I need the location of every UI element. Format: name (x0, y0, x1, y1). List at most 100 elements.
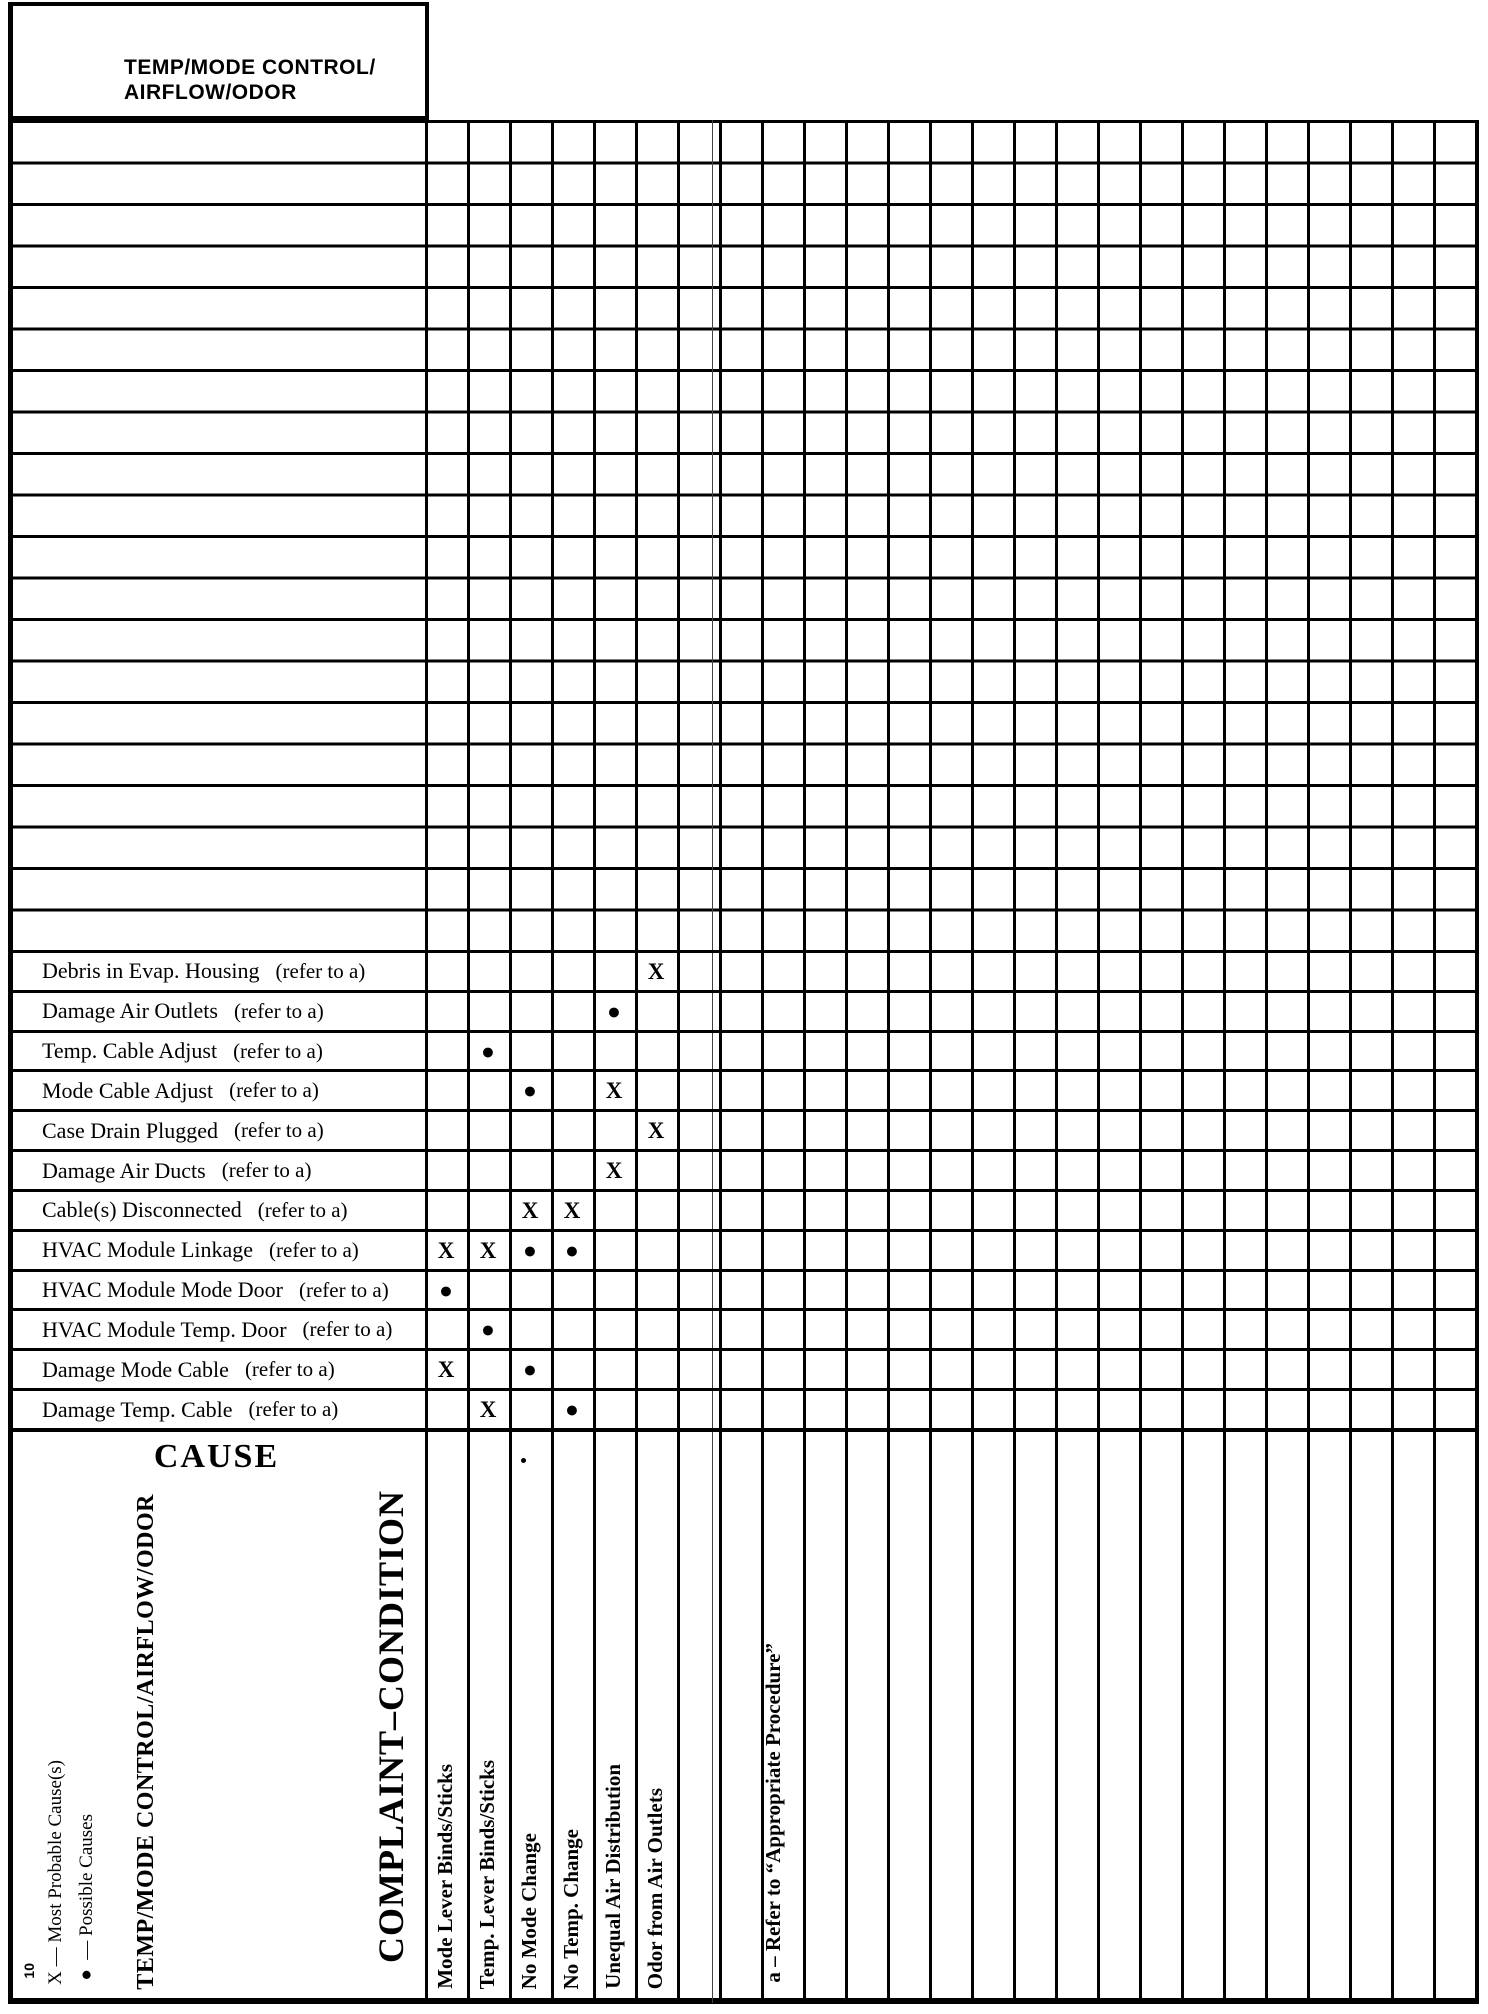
legend-possible: ● — Possible Causes (76, 1813, 97, 1985)
legend-most-probable: X — Most Probable Cause(s) (45, 1760, 66, 1985)
mark-cell (467, 953, 509, 990)
mark-cell (425, 1152, 467, 1189)
mark-cell (551, 993, 593, 1030)
mark-cell (593, 1192, 635, 1229)
mark-cell (467, 1152, 509, 1189)
mark-cell: ● (565, 1237, 579, 1263)
cause-label: HVAC Module Linkage (refer to a) (8, 1232, 425, 1269)
cause-heading: CAUSE (153, 1438, 280, 1475)
cause-name: Mode Cable Adjust (42, 1077, 214, 1103)
table-row: Case Drain Plugged (refer to a) X (8, 1109, 1475, 1149)
complaint-condition-heading: COMPLAINT–CONDITION (371, 1489, 411, 1963)
complaint-column-no-temp-change: No Temp. Change (559, 1828, 583, 1989)
mark-cell (677, 1351, 719, 1388)
mark-cell (593, 1232, 635, 1269)
mark-cell (635, 1232, 677, 1269)
cause-label: Cable(s) Disconnected (refer to a) (8, 1192, 425, 1229)
mark-cell (635, 1311, 677, 1348)
mark-cell (425, 953, 467, 990)
mark-cell: X (605, 1078, 623, 1104)
mark-cell (677, 1391, 719, 1428)
mark-cell: ● (523, 1357, 537, 1383)
mark-cell (509, 1033, 551, 1070)
mark-cell (635, 993, 677, 1030)
refer-note: (refer to a) (221, 1158, 312, 1183)
mark-cell (467, 993, 509, 1030)
mark-cell (593, 1391, 635, 1428)
mark-cell (425, 1391, 467, 1428)
mark-cell (551, 1351, 593, 1388)
complaint-column-no-mode-change: No Mode Change (517, 1832, 541, 1989)
table-row: Damage Air Outlets (refer to a) ● (8, 989, 1475, 1030)
mark-cell (551, 1112, 593, 1149)
cause-name: HVAC Module Mode Door (42, 1277, 283, 1303)
mark-cell: X (647, 958, 665, 984)
mark-cell: ● (523, 1078, 537, 1104)
mark-cell (467, 1072, 509, 1109)
mark-cell (467, 1351, 509, 1388)
refer-note: (refer to a) (233, 1038, 323, 1063)
cause-name: Cable(s) Disconnected (42, 1197, 242, 1223)
chart-title-line1: TEMP/MODE CONTROL/ (124, 56, 376, 79)
footnote-refer-to-procedure: a – Refer to “Appropriate Procedure” (761, 1643, 785, 1983)
mark-cell (509, 1272, 551, 1309)
mark-cell: X (605, 1158, 623, 1184)
mark-cell (677, 993, 719, 1030)
mark-cell: ● (565, 1397, 579, 1423)
mark-cell (677, 1272, 719, 1309)
mark-cell (425, 1072, 467, 1109)
category-label: TEMP/MODE CONTROL/AIRFLOW/ODOR (133, 1494, 159, 1990)
mark-cell (677, 1192, 719, 1229)
mark-cell (593, 1351, 635, 1388)
mark-cell: ● (523, 1237, 537, 1263)
mark-cell (677, 1311, 719, 1348)
cause-label: Case Drain Plugged (refer to a) (8, 1112, 425, 1149)
mark-cell (425, 1311, 467, 1348)
mark-cell (551, 1152, 593, 1189)
mark-cell: ● (607, 998, 621, 1024)
refer-note: (refer to a) (233, 998, 324, 1023)
cause-name: HVAC Module Temp. Door (42, 1316, 287, 1342)
refer-note: (refer to a) (302, 1317, 393, 1342)
cause-label: Damage Mode Cable (refer to a) (8, 1351, 425, 1388)
mark-cell (467, 1192, 509, 1229)
mark-cell (425, 1192, 467, 1229)
refer-note: (refer to a) (298, 1277, 389, 1302)
mark-cell (509, 1152, 551, 1189)
mark-cell (467, 1112, 509, 1149)
mark-cell (677, 953, 719, 990)
refer-note: (refer to a) (257, 1197, 348, 1222)
cause-label: Damage Air Ducts (refer to a) (8, 1152, 425, 1189)
cause-label: HVAC Module Temp. Door (refer to a) (8, 1311, 425, 1348)
refer-note: (refer to a) (244, 1357, 335, 1382)
refer-note: (refer to a) (275, 958, 366, 983)
table-row: Damage Temp. Cable (refer to a) X ● (8, 1388, 1475, 1428)
complaint-column-temp-lever: Temp. Lever Binds/Sticks (475, 1759, 499, 1989)
complaint-column-odor: Odor from Air Outlets (643, 1787, 667, 1989)
mark-cell (635, 1152, 677, 1189)
mark-cell (593, 1272, 635, 1309)
mark-cell (677, 1152, 719, 1189)
mark-cell: ● (439, 1277, 453, 1303)
mark-cell (635, 1192, 677, 1229)
complaint-column-unequal-air: Unequal Air Distribution (601, 1764, 625, 1989)
mark-cell (677, 1232, 719, 1269)
table-row: Debris in Evap. Housing (refer to a) X (8, 950, 1475, 990)
mark-cell (677, 1112, 719, 1149)
cause-name: Case Drain Plugged (42, 1117, 218, 1143)
mark-cell (551, 953, 593, 990)
cause-label: Damage Air Outlets (refer to a) (8, 993, 425, 1030)
cause-label: Mode Cable Adjust (refer to a) (8, 1072, 425, 1109)
mark-cell (635, 1351, 677, 1388)
mark-cell (677, 1033, 719, 1070)
table-row: HVAC Module Temp. Door (refer to a) ● (8, 1308, 1475, 1348)
grid-columns (425, 120, 1479, 2003)
mark-cell (635, 1033, 677, 1070)
cause-label: Debris in Evap. Housing (refer to a) (8, 953, 425, 990)
refer-note: (refer to a) (229, 1078, 319, 1103)
mark-cell (635, 1072, 677, 1109)
mark-cell: X (563, 1197, 581, 1223)
chart-title-line2: AIRFLOW/ODOR (124, 80, 297, 104)
refer-note: (refer to a) (269, 1237, 359, 1262)
mark-cell (635, 1391, 677, 1428)
